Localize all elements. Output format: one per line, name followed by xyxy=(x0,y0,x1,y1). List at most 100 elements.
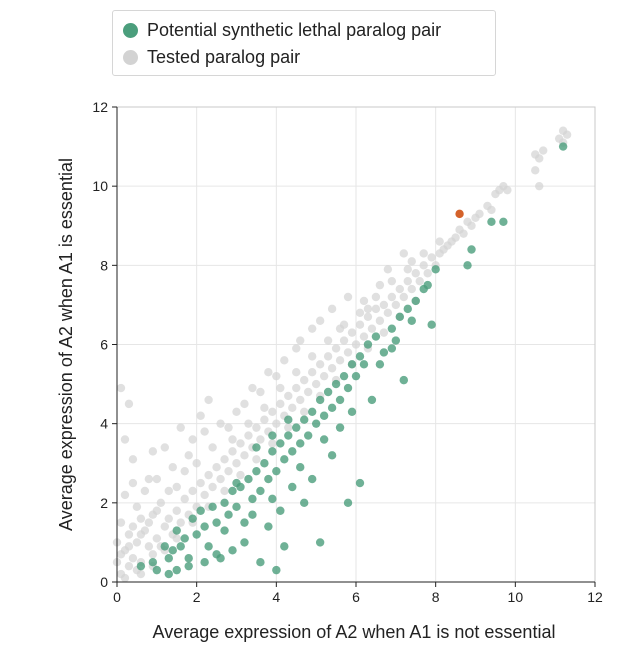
data-point[interactable] xyxy=(180,494,189,504)
data-point[interactable] xyxy=(407,316,416,325)
data-point[interactable] xyxy=(152,565,162,575)
data-point[interactable] xyxy=(423,269,432,278)
data-point[interactable] xyxy=(116,383,126,393)
data-point[interactable] xyxy=(331,344,341,353)
data-point[interactable] xyxy=(204,542,213,551)
data-point[interactable] xyxy=(160,522,169,531)
data-point[interactable] xyxy=(355,320,365,329)
data-point[interactable] xyxy=(280,356,289,365)
legend-item-tested[interactable]: Tested paralog pair xyxy=(123,45,300,69)
data-point[interactable] xyxy=(120,490,130,500)
data-point[interactable] xyxy=(184,451,193,460)
data-point[interactable] xyxy=(228,486,237,496)
data-point[interactable] xyxy=(124,542,134,551)
data-point[interactable] xyxy=(300,415,309,424)
data-point[interactable] xyxy=(248,494,257,504)
data-point[interactable] xyxy=(304,431,313,440)
data-point[interactable] xyxy=(216,419,225,428)
data-point[interactable] xyxy=(168,546,177,555)
data-point[interactable] xyxy=(339,320,349,329)
data-point[interactable] xyxy=(252,443,261,452)
data-point[interactable] xyxy=(268,439,277,448)
data-point[interactable] xyxy=(260,415,269,424)
data-point[interactable] xyxy=(236,439,245,448)
data-point[interactable] xyxy=(399,249,408,258)
data-point[interactable] xyxy=(535,181,544,191)
data-point[interactable] xyxy=(431,265,440,274)
data-point[interactable] xyxy=(240,399,249,409)
data-point[interactable] xyxy=(307,407,317,416)
data-point[interactable] xyxy=(228,447,237,456)
data-point[interactable] xyxy=(208,502,217,511)
data-point[interactable] xyxy=(558,142,568,151)
data-point[interactable] xyxy=(399,375,408,385)
data-point[interactable] xyxy=(252,466,261,476)
data-point[interactable] xyxy=(200,490,209,500)
data-point[interactable] xyxy=(395,284,405,294)
data-point[interactable] xyxy=(160,542,169,551)
data-point[interactable] xyxy=(307,474,317,484)
data-point[interactable] xyxy=(288,447,297,456)
data-point[interactable] xyxy=(148,550,158,559)
data-point[interactable] xyxy=(136,530,146,539)
data-point[interactable] xyxy=(248,383,257,393)
data-point[interactable] xyxy=(296,395,305,405)
data-point[interactable] xyxy=(264,522,273,531)
data-point[interactable] xyxy=(220,498,229,508)
data-point[interactable] xyxy=(503,185,512,195)
data-point[interactable] xyxy=(144,518,154,527)
data-point[interactable] xyxy=(156,498,166,508)
data-point[interactable] xyxy=(315,395,325,405)
data-point[interactable] xyxy=(208,443,217,452)
data-point[interactable] xyxy=(272,565,281,575)
data-point[interactable] xyxy=(176,423,185,432)
data-point[interactable] xyxy=(196,411,205,420)
data-point[interactable] xyxy=(383,265,393,274)
data-point[interactable] xyxy=(268,407,277,416)
data-point[interactable] xyxy=(379,328,389,337)
data-point[interactable] xyxy=(343,348,353,357)
data-point[interactable] xyxy=(355,478,365,488)
data-point[interactable] xyxy=(347,328,357,337)
data-point[interactable] xyxy=(264,474,273,484)
data-point[interactable] xyxy=(132,502,142,511)
data-point[interactable] xyxy=(300,407,309,416)
data-point[interactable] xyxy=(335,356,345,365)
data-point[interactable] xyxy=(327,364,337,373)
data-point[interactable] xyxy=(411,296,420,306)
data-point[interactable] xyxy=(459,229,468,238)
data-point[interactable] xyxy=(391,300,401,310)
data-point[interactable] xyxy=(256,486,265,496)
data-point[interactable] xyxy=(423,280,432,290)
data-point[interactable] xyxy=(136,561,146,571)
data-point[interactable] xyxy=(136,569,146,579)
data-point[interactable] xyxy=(375,280,385,290)
data-point[interactable] xyxy=(128,522,138,531)
data-point[interactable] xyxy=(212,518,221,527)
data-point[interactable] xyxy=(343,292,353,302)
data-point[interactable] xyxy=(184,554,193,563)
data-point[interactable] xyxy=(331,379,341,389)
data-point[interactable] xyxy=(204,395,213,405)
data-point[interactable] xyxy=(296,439,305,448)
data-point[interactable] xyxy=(415,276,424,286)
data-point[interactable] xyxy=(132,538,142,547)
data-point[interactable] xyxy=(395,312,405,321)
data-point[interactable] xyxy=(339,371,349,381)
data-point[interactable] xyxy=(343,498,353,508)
data-point[interactable] xyxy=(172,526,181,535)
data-point[interactable] xyxy=(200,522,209,531)
data-point[interactable] xyxy=(172,534,181,543)
data-point[interactable] xyxy=(387,344,397,353)
data-point[interactable] xyxy=(411,269,420,278)
data-point[interactable] xyxy=(192,530,201,539)
data-point[interactable] xyxy=(272,466,281,476)
data-point[interactable] xyxy=(284,423,293,432)
data-point[interactable] xyxy=(148,558,158,567)
data-point[interactable] xyxy=(164,554,173,563)
data-point[interactable] xyxy=(176,518,185,527)
data-point[interactable] xyxy=(319,435,329,444)
data-point[interactable] xyxy=(467,221,476,230)
data-point[interactable] xyxy=(363,312,373,321)
data-point[interactable] xyxy=(260,403,269,413)
